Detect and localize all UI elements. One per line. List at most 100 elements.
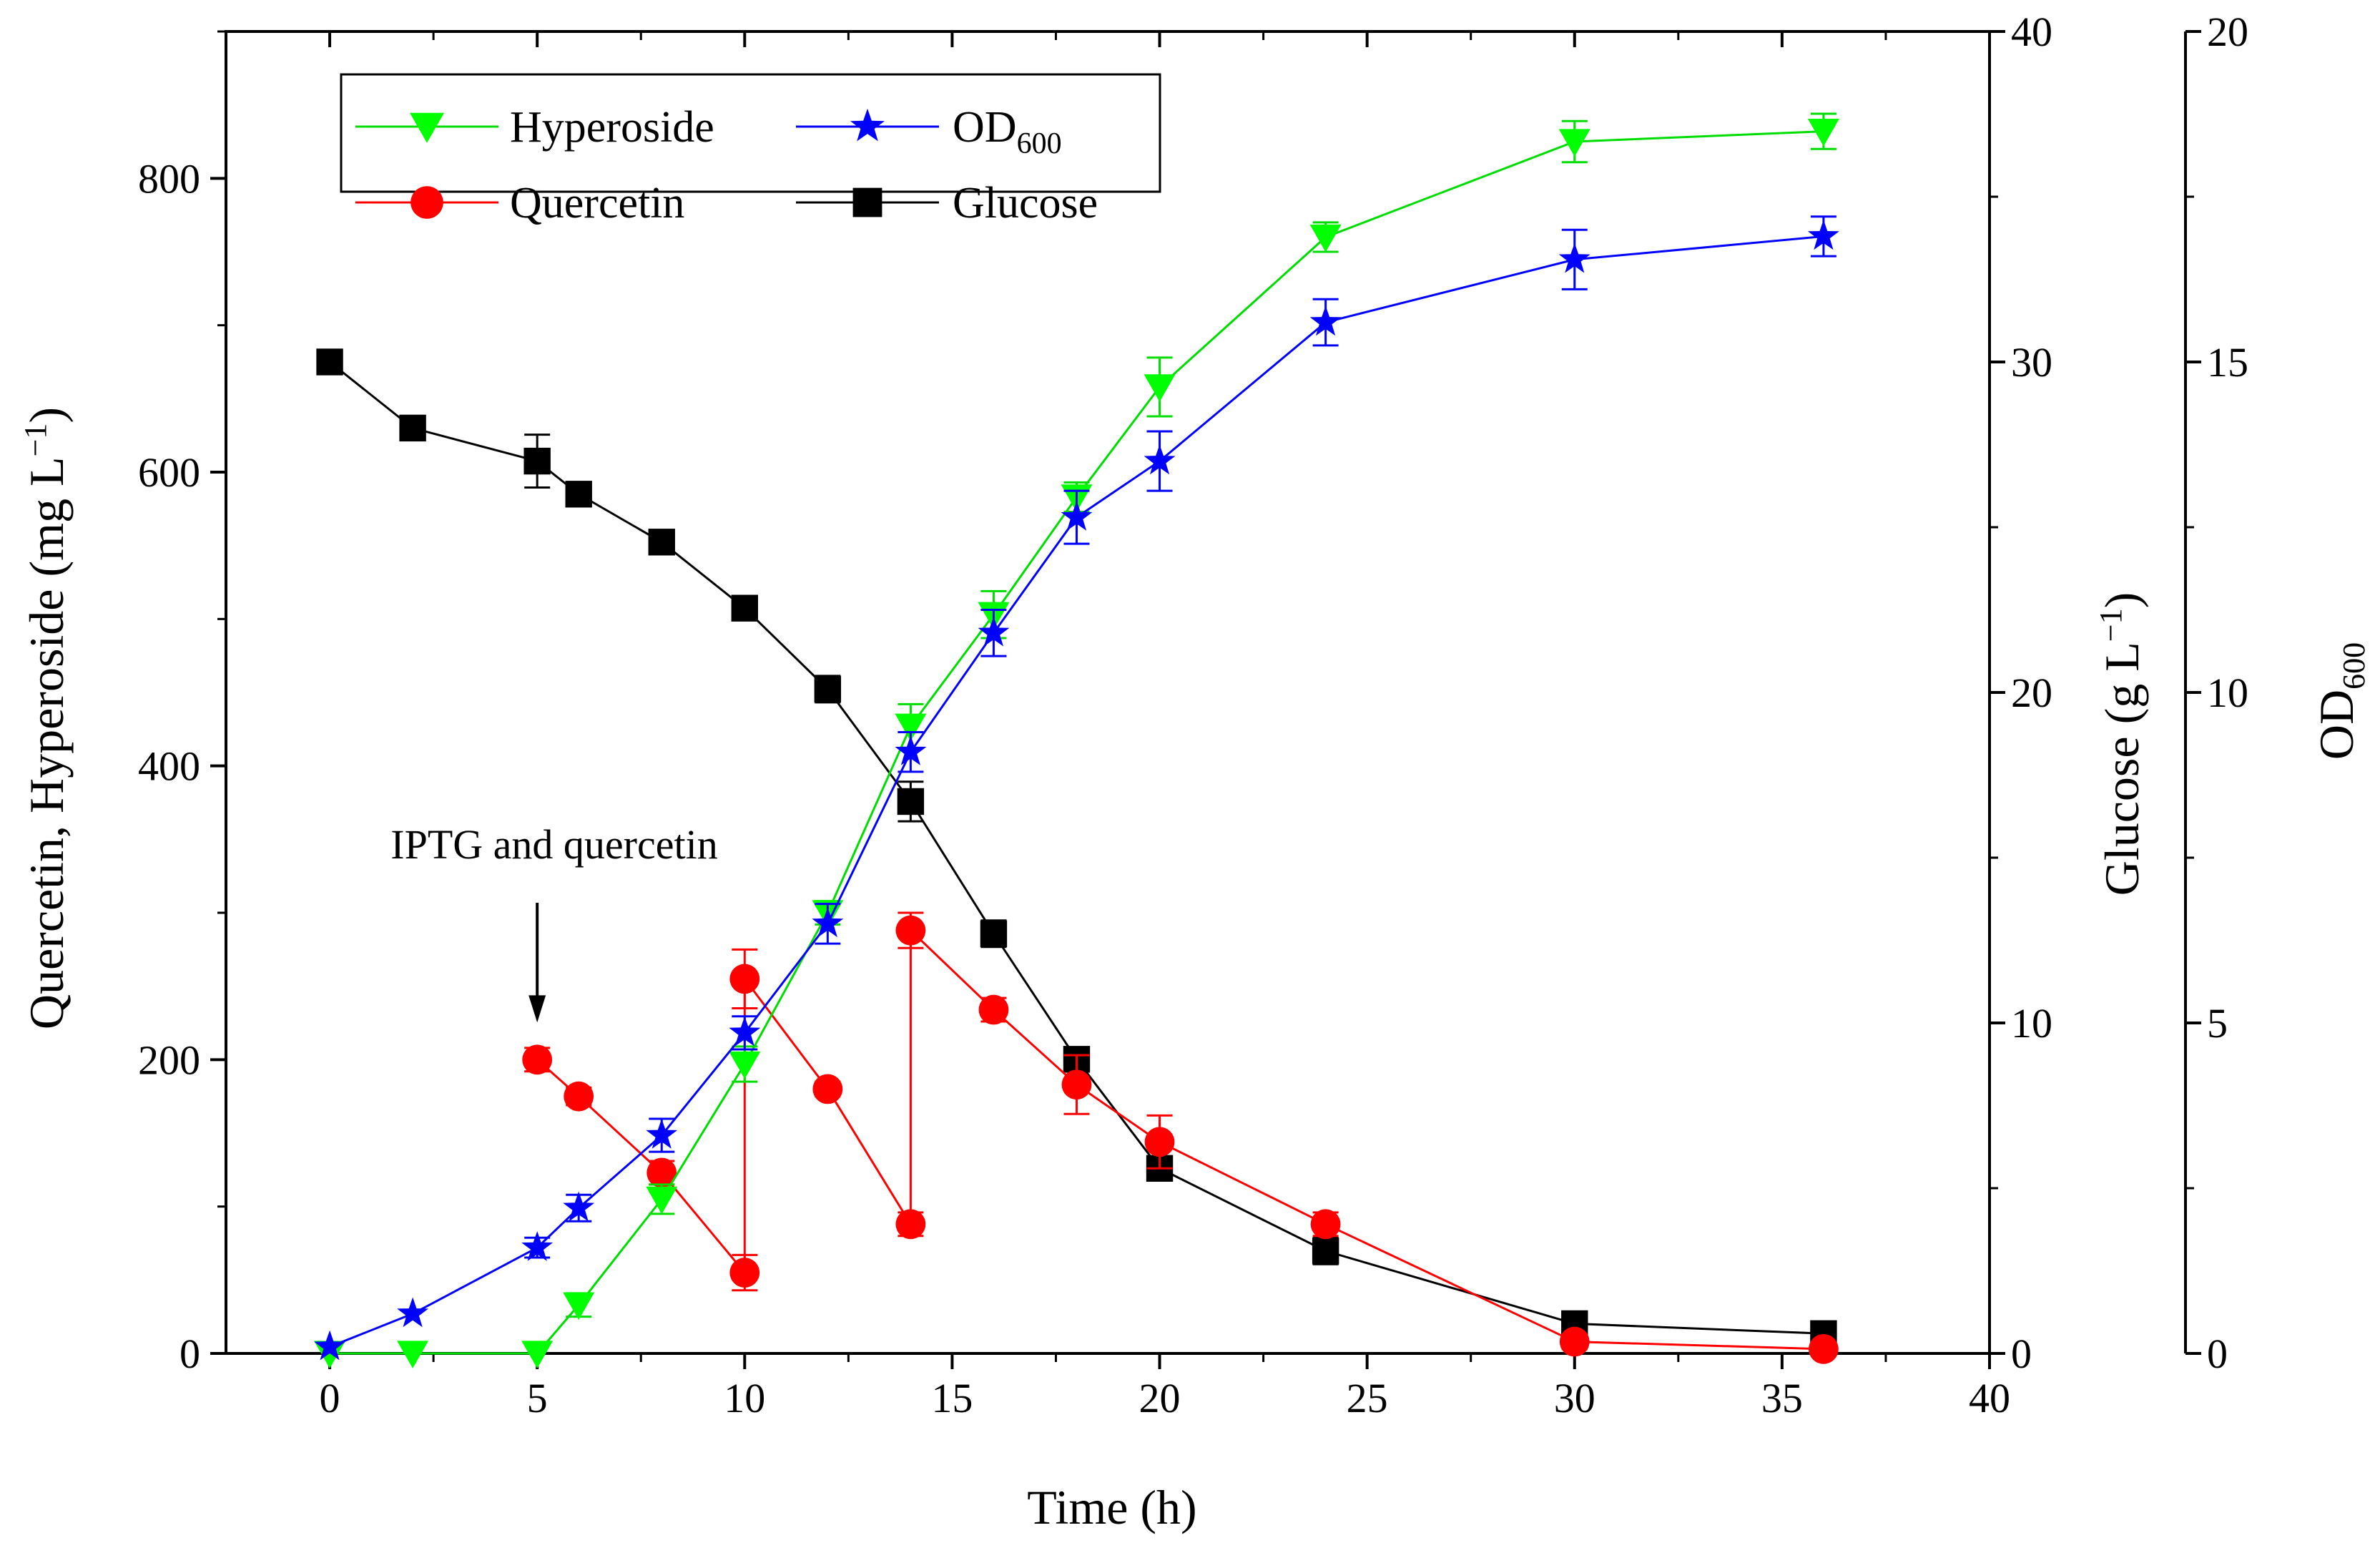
quercetin-point <box>812 1074 843 1104</box>
glucose-point <box>399 414 426 442</box>
y-axis-left-title: Quercetin, Hyperoside (mg L−1) <box>18 407 74 1029</box>
glucose-point <box>897 788 925 815</box>
legend-marker-quercetin <box>410 186 443 219</box>
quercetin-point <box>978 994 1009 1025</box>
quercetin-point <box>522 1044 553 1075</box>
legend-label-od600-sub: 600 <box>1017 127 1062 160</box>
quercetin-line <box>536 928 1824 1351</box>
hyperoside-point <box>1558 129 1590 157</box>
legend-marker-shape <box>852 187 882 217</box>
y-left-tick-label: 800 <box>138 155 200 202</box>
annotation-arrow-head <box>528 995 546 1023</box>
y-od600-tick-label: 5 <box>2207 1000 2228 1047</box>
hyperoside-point <box>314 1341 346 1368</box>
quercetin-point <box>895 915 926 946</box>
legend-label-od600-main: OD <box>953 103 1017 152</box>
y-glucose-tick-label: 0 <box>2011 1331 2032 1377</box>
od600-point <box>978 616 1010 647</box>
y-left-tick-label: 0 <box>180 1331 200 1377</box>
legend-entry-hyperoside: Hyperoside <box>355 103 714 152</box>
od600-line <box>329 235 1824 1348</box>
hyperoside-point <box>1144 374 1176 402</box>
legend-label-glucose: Glucose <box>953 179 1098 227</box>
plot-frame <box>225 30 2187 1355</box>
quercetin-point <box>1061 1069 1092 1100</box>
quercetin-point <box>1310 1209 1341 1240</box>
glucose-point <box>814 675 842 703</box>
y-axis-glucose-title-sup: −1 <box>2093 608 2128 642</box>
y-axis-left-title-main: Quercetin, Hyperoside (mg L <box>19 456 74 1029</box>
legend-marker-hyperoside <box>410 112 444 143</box>
od600-point <box>1807 220 1839 250</box>
glucose-point <box>523 447 551 475</box>
quercetin-point <box>729 964 760 994</box>
od600-point <box>812 907 844 938</box>
legend-marker-shape <box>410 186 443 219</box>
plot-border <box>225 30 1991 1355</box>
legend-marker-od600 <box>850 108 885 142</box>
y-axis-glucose: 0 10 20 30 40 <box>1990 9 2052 1377</box>
od600-point <box>563 1191 595 1222</box>
legend-label-hyperoside: Hyperoside <box>510 103 714 152</box>
od600-point <box>646 1119 678 1149</box>
hyperoside-point <box>895 713 927 742</box>
y-glucose-tick-label: 30 <box>2011 339 2052 386</box>
y-axis-left-title-sup: −1 <box>18 423 53 457</box>
legend-label-od600: OD600 <box>953 103 1062 160</box>
quercetin-point <box>1144 1127 1175 1157</box>
od600-point <box>397 1297 429 1328</box>
quercetin-point <box>564 1081 594 1112</box>
od600-point <box>729 1016 761 1047</box>
od600-point <box>521 1231 554 1261</box>
hyperoside-point <box>563 1292 595 1321</box>
hyperoside-point <box>397 1341 429 1368</box>
glucose-point <box>1312 1238 1339 1265</box>
series-layer <box>314 112 1839 1368</box>
y-left-tick-label: 600 <box>138 449 200 496</box>
y-axis-left-title-close: ) <box>19 407 74 423</box>
hyperoside-point <box>521 1341 554 1368</box>
od600-point <box>1558 243 1590 273</box>
x-tick-label: 0 <box>320 1375 340 1421</box>
x-tick-label: 40 <box>1969 1375 2010 1421</box>
legend-box <box>340 73 1161 193</box>
legend-marker-shape <box>850 108 885 142</box>
series-quercetin <box>522 911 1839 1364</box>
quercetin-point <box>895 1209 926 1240</box>
x-tick-label: 30 <box>1554 1375 1595 1421</box>
y-od600-tick-label: 0 <box>2207 1331 2228 1377</box>
quercetin-point <box>1559 1326 1590 1357</box>
series-od600 <box>314 215 1839 1361</box>
x-tick-label: 5 <box>527 1375 548 1421</box>
hyperoside-line <box>330 130 1824 1355</box>
legend-entry-glucose: Glucose <box>796 179 1098 227</box>
y-left-tick-label: 200 <box>138 1037 200 1083</box>
y-axis-glucose-title-close: ) <box>2095 592 2149 609</box>
y-od600-tick-label: 10 <box>2207 670 2248 716</box>
y-left-tick-label: 400 <box>138 743 200 790</box>
annotation-text: IPTG and quercetin <box>390 821 717 868</box>
legend-entry-quercetin: Quercetin <box>355 179 684 227</box>
y-axis-od600-title-sub: 600 <box>2336 642 2371 690</box>
x-tick-label: 10 <box>724 1375 765 1421</box>
od600-point <box>1144 444 1176 475</box>
x-tick-label: 20 <box>1139 1375 1181 1421</box>
y-axis-glucose-title-main: Glucose (g L <box>2095 642 2149 896</box>
glucose-point <box>316 348 343 376</box>
glucose-point <box>565 481 592 508</box>
glucose-point <box>731 594 758 622</box>
glucose-point <box>980 920 1008 947</box>
series-hyperoside <box>314 112 1839 1368</box>
y-axis-od600-title: OD600 <box>2309 642 2371 760</box>
quercetin-point <box>729 1258 760 1288</box>
glucose-point <box>648 529 675 556</box>
hyperoside-point <box>1807 119 1839 147</box>
y-axis-od600: 0 5 10 15 20 <box>2185 9 2248 1377</box>
od600-point <box>1309 305 1342 336</box>
y-glucose-tick-label: 40 <box>2011 9 2052 55</box>
x-axis-title: Time (h) <box>1027 1480 1196 1534</box>
x-tick-label: 25 <box>1347 1375 1388 1421</box>
hyperoside-point <box>1309 224 1342 253</box>
od600-point <box>895 735 927 765</box>
